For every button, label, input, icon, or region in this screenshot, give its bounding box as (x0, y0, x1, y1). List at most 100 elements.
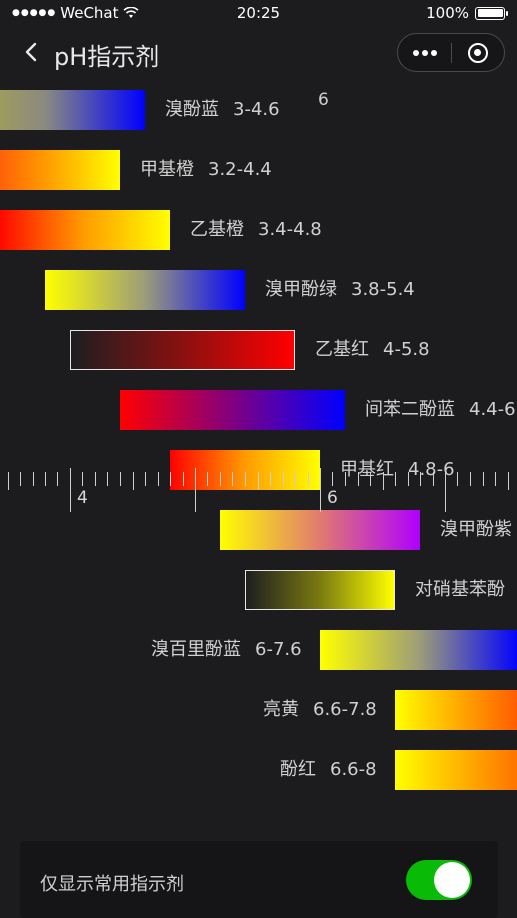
more-dots-icon (412, 49, 419, 56)
ruler-tick (120, 472, 121, 486)
ruler-tick (220, 472, 221, 486)
indicator-bar[interactable] (70, 330, 295, 370)
ruler-tick (508, 472, 509, 490)
ruler-tick (420, 472, 421, 486)
ruler-tick (57, 472, 58, 486)
filter-footer: 仅显示常用指示剂 (20, 841, 498, 918)
ruler-tick (483, 472, 484, 486)
target-close-icon (467, 42, 488, 63)
toggle-knob (434, 862, 470, 898)
indicator-range: 3-4.6 (233, 99, 280, 120)
carrier-group: ●●●●● WeChat (12, 4, 139, 22)
ruler-tick (33, 472, 34, 486)
indicator-name: 对硝基苯酚 (415, 579, 505, 600)
ruler-tick (183, 472, 184, 486)
indicator-range: 6.6-8 (330, 759, 377, 780)
ruler-tick (345, 472, 346, 486)
indicator-chart: 6 溴酚蓝 3-4.6 甲基橙 3.2-4.4 乙基橙 3.4-4.8 溴甲酚绿 3.8-5.… (0, 80, 517, 800)
indicator-label: 甲基橙 3.2-4.4 (140, 150, 272, 190)
ruler-tick (195, 468, 196, 512)
ruler-tick (145, 472, 146, 486)
ruler-tick (495, 472, 496, 486)
ruler-tick (245, 472, 246, 486)
back-chevron-icon[interactable] (20, 40, 44, 64)
indicator-bar[interactable] (320, 630, 517, 670)
ruler-tick (258, 472, 259, 490)
indicator-name: 间苯二酚蓝 (365, 399, 455, 420)
ruler-tick (82, 472, 83, 486)
indicator-bar[interactable] (45, 270, 245, 310)
indicator-bar[interactable] (245, 570, 395, 610)
indicator-bar[interactable] (395, 750, 517, 790)
ruler-tick (395, 472, 396, 486)
ruler-tick (207, 472, 208, 486)
stray-ph-label: 6 (318, 90, 329, 110)
ruler-label: 4 (77, 488, 88, 508)
battery-group: 100% (426, 4, 508, 22)
mini-program-capsule (397, 33, 505, 72)
indicator-name: 乙基红 (315, 339, 369, 360)
ruler-tick (270, 472, 271, 486)
indicator-name: 亮黄 (263, 699, 299, 720)
ruler-tick (283, 472, 284, 486)
indicator-name: 溴百里酚蓝 (151, 639, 241, 660)
close-mini-program-button[interactable] (452, 34, 504, 71)
indicator-bar[interactable] (120, 390, 345, 430)
common-only-label: 仅显示常用指示剂 (40, 874, 184, 895)
indicator-range: 3.4-4.8 (258, 219, 322, 240)
carrier-name: WeChat (60, 4, 119, 22)
ruler-tick (383, 472, 384, 490)
ruler-tick (70, 468, 71, 512)
ruler-tick (133, 472, 134, 490)
ruler-tick (470, 472, 471, 486)
ruler-tick (170, 472, 171, 486)
indicator-label: 间苯二酚蓝 4.4-6.2 (365, 390, 517, 430)
indicator-label: 溴甲酚绿 3.8-5.4 (265, 270, 415, 310)
ruler-tick (445, 468, 446, 512)
ruler-tick (107, 472, 108, 486)
indicator-name: 酚红 (280, 759, 316, 780)
common-only-toggle[interactable] (406, 860, 472, 900)
ruler-tick (332, 472, 333, 486)
indicator-label: 酚红 6.6-8 (280, 750, 377, 790)
wifi-icon (122, 7, 139, 18)
indicator-range: 3.8-5.4 (351, 279, 415, 300)
indicator-label: 溴酚蓝 3-4.6 (165, 90, 280, 130)
indicator-name: 溴甲酚绿 (265, 279, 337, 300)
ruler-tick (158, 472, 159, 486)
clock: 20:25 (236, 4, 281, 22)
indicator-bar[interactable] (220, 510, 420, 550)
ruler-tick (370, 472, 371, 486)
ruler-tick (232, 472, 233, 486)
battery-percent: 100% (426, 4, 469, 22)
indicator-name: 乙基橙 (190, 219, 244, 240)
ruler-tick (295, 472, 296, 486)
indicator-label: 对硝基苯酚5.4-6.6 (415, 570, 517, 610)
battery-icon (475, 6, 508, 20)
indicator-bar[interactable] (0, 90, 145, 130)
indicator-name: 溴甲酚紫 (440, 519, 512, 540)
indicator-bar[interactable] (395, 690, 517, 730)
indicator-range: 6.6-7.8 (313, 699, 377, 720)
indicator-name: 甲基橙 (140, 159, 194, 180)
signal-icon: ●●●●● (12, 8, 57, 18)
indicator-range: 6-7.6 (255, 639, 302, 660)
indicator-label: 甲基红 4.8-6 (340, 450, 455, 490)
indicator-bar[interactable] (0, 150, 120, 190)
ruler-tick (457, 472, 458, 486)
indicator-name: 溴酚蓝 (165, 99, 219, 120)
ruler-tick (308, 472, 309, 486)
indicator-bar[interactable] (0, 210, 170, 250)
indicator-label: 亮黄 6.6-7.8 (263, 690, 377, 730)
more-menu-button[interactable] (398, 34, 451, 71)
indicator-range: 4.8-6 (408, 459, 455, 480)
nav-bar: pH指示剂 (0, 28, 517, 78)
ruler-tick (95, 472, 96, 486)
indicator-label: 溴百里酚蓝 6-7.6 (151, 630, 302, 670)
ruler-tick (408, 472, 409, 486)
ruler-label: 6 (327, 488, 338, 508)
ruler-tick (320, 468, 321, 512)
status-bar: ●●●●● WeChat 20:25 100% (0, 0, 517, 28)
ruler-tick (45, 472, 46, 486)
